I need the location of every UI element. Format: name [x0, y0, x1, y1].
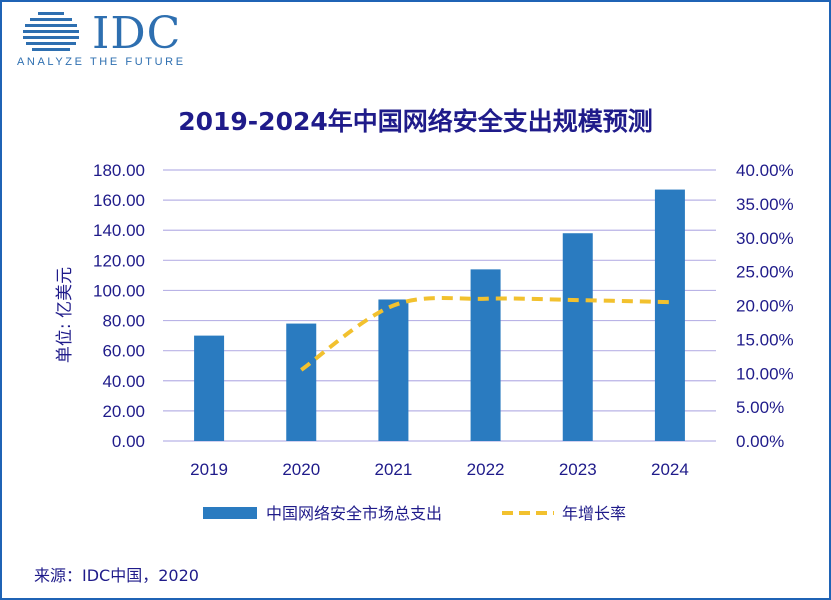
bar	[654, 189, 685, 441]
y2-tick-label: 5.00%	[736, 398, 784, 417]
y-tick-label: 100.00	[93, 281, 145, 300]
y-tick-label: 0.00	[112, 432, 145, 451]
x-tick-label: 2020	[282, 460, 320, 479]
x-tick-label: 2022	[467, 460, 505, 479]
x-tick-label: 2021	[375, 460, 413, 479]
legend-bar-label: 中国网络安全市场总支出	[266, 504, 442, 523]
y2-tick-label: 30.00%	[736, 229, 794, 248]
logo-text: IDC	[92, 8, 182, 59]
y2-tick-label: 15.00%	[736, 330, 794, 349]
y2-tick-label: 35.00%	[736, 195, 794, 214]
y2-tick-label: 20.00%	[736, 297, 794, 316]
logo-tagline: ANALYZE THE FUTURE	[17, 56, 186, 68]
y-tick-label: 60.00	[102, 342, 145, 361]
chart-title: 2019-2024年中国网络安全支出规模预测	[178, 107, 653, 136]
source-note: 来源：IDC中国，2020	[34, 566, 199, 585]
y-tick-label: 160.00	[93, 191, 145, 210]
y-axis-label: 单位: 亿美元	[55, 267, 75, 363]
x-tick-label: 2019	[190, 460, 228, 479]
y-tick-label: 40.00	[102, 372, 145, 391]
y-tick-label: 140.00	[93, 221, 145, 240]
globe-logo-icon	[23, 12, 79, 51]
bar	[378, 299, 409, 441]
bar	[194, 335, 225, 441]
x-tick-label: 2024	[651, 460, 689, 479]
bar	[562, 233, 593, 441]
y-tick-label: 20.00	[102, 402, 145, 421]
y-tick-label: 180.00	[93, 161, 145, 180]
y2-tick-label: 0.00%	[736, 432, 784, 451]
y2-tick-label: 25.00%	[736, 263, 794, 282]
legend-line-label: 年增长率	[562, 504, 626, 523]
y-tick-label: 80.00	[102, 312, 145, 331]
x-tick-label: 2023	[559, 460, 597, 479]
bar	[470, 269, 501, 441]
y-tick-label: 120.00	[93, 251, 145, 270]
legend-bar-swatch	[203, 507, 257, 519]
idc-logo: IDC ANALYZE THE FUTURE	[14, 8, 214, 70]
y2-tick-label: 40.00%	[736, 161, 794, 180]
y2-tick-label: 10.00%	[736, 364, 794, 383]
bar	[286, 323, 317, 441]
